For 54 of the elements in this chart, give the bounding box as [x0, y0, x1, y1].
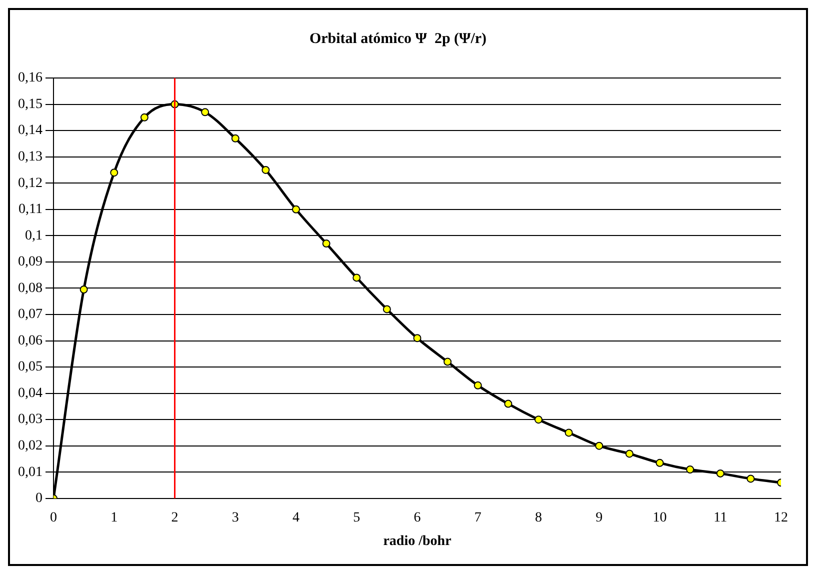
y-tick-label: 0,05	[18, 360, 42, 375]
x-tick-label: 8	[535, 510, 542, 526]
point	[292, 205, 300, 214]
y-tick-label: 0,01	[18, 464, 42, 480]
y-tick-label: 0,02	[18, 438, 42, 454]
y-tick-label: 0,16	[18, 70, 42, 86]
point	[504, 400, 512, 408]
point	[656, 458, 664, 467]
y-tick-label: 0	[36, 491, 42, 506]
point	[322, 240, 330, 248]
x-tick-label: 4	[292, 510, 300, 526]
y-tick-label: 0,1	[25, 228, 42, 244]
point	[564, 428, 573, 437]
point	[444, 358, 452, 366]
point	[474, 381, 482, 390]
x-tick-label: 12	[774, 510, 788, 526]
chart-title: Orbital atómico Ψ 2p (Ψ/r)	[309, 30, 487, 47]
point	[534, 416, 542, 424]
point	[140, 113, 148, 122]
point	[262, 166, 270, 174]
y-tick-label: 0,06	[18, 333, 42, 348]
point	[595, 442, 604, 450]
point	[625, 450, 634, 458]
point	[413, 334, 422, 342]
point	[746, 474, 755, 483]
y-tick-label: 0,09	[18, 254, 42, 270]
x-tick-label: 2	[171, 510, 178, 526]
x-tick-label: 3	[232, 510, 239, 526]
x-tick-label: 11	[714, 510, 728, 526]
y-tick-label: 0,11	[18, 202, 42, 218]
x-axis-title: radio /bohr	[383, 534, 452, 550]
point	[201, 108, 210, 116]
x-tick-label: 0	[50, 510, 57, 526]
y-tick-label: 0,14	[18, 123, 42, 138]
point	[382, 305, 391, 314]
point	[231, 134, 240, 142]
point	[110, 168, 118, 177]
x-tick-label: 10	[652, 510, 667, 526]
point	[686, 466, 694, 474]
x-tick-label: 1	[110, 510, 118, 526]
y-tick-label: 0,15	[18, 96, 42, 112]
point	[80, 286, 88, 294]
y-tick-label: 0,13	[18, 149, 42, 164]
y-tick-label: 0,08	[18, 280, 42, 296]
x-tick-label: 6	[414, 510, 421, 526]
x-tick-label: 5	[353, 510, 360, 526]
y-tick-label: 0,12	[18, 176, 42, 191]
y-tick-label: 0,04	[18, 386, 42, 401]
point	[352, 274, 361, 282]
x-tick-label: 9	[596, 510, 603, 526]
y-tick-label: 0,03	[18, 412, 42, 428]
x-tick-label: 7	[474, 510, 482, 526]
point	[716, 469, 724, 478]
y-tick-label: 0,07	[18, 307, 42, 322]
